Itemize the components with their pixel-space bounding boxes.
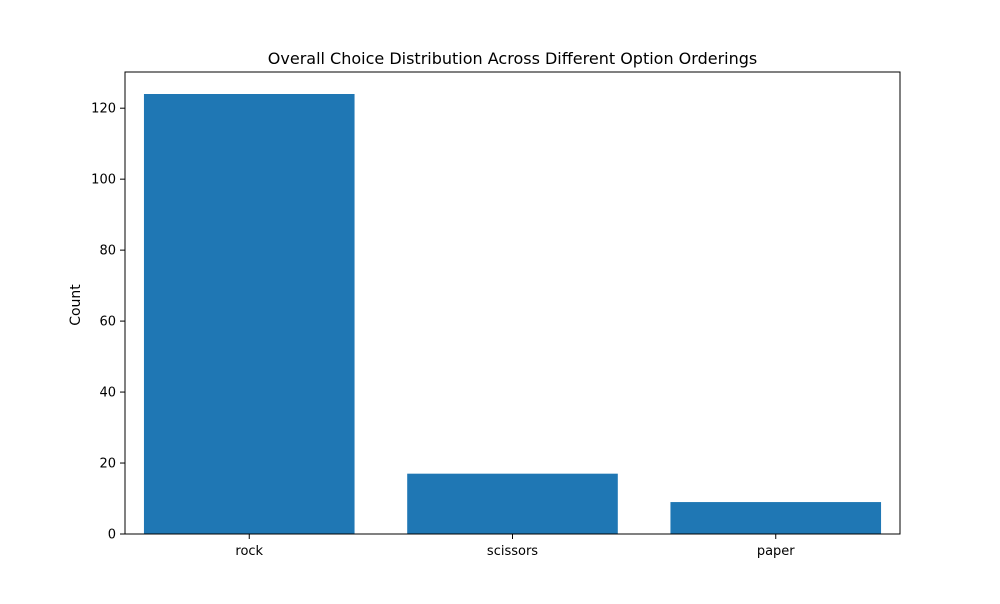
y-axis-label: Count bbox=[68, 284, 84, 326]
y-tick-label: 120 bbox=[91, 102, 116, 117]
y-axis: 0 20 40 60 80 100 120 bbox=[91, 102, 125, 543]
y-tick-label: 0 bbox=[108, 528, 116, 543]
bar-scissors bbox=[407, 473, 618, 534]
x-axis: rock scissors paper bbox=[235, 534, 795, 559]
x-tick-label-paper: paper bbox=[757, 544, 795, 559]
bars-group bbox=[143, 94, 882, 534]
y-tick-label: 100 bbox=[91, 173, 116, 188]
y-tick-label: 60 bbox=[99, 315, 116, 330]
y-tick-label: 20 bbox=[99, 457, 116, 472]
chart-title: Overall Choice Distribution Across Diffe… bbox=[268, 49, 757, 68]
bar-paper bbox=[670, 502, 882, 534]
plot-frame bbox=[124, 71, 901, 535]
bar-rock bbox=[143, 94, 355, 534]
y-tick-label: 40 bbox=[99, 386, 116, 401]
y-tick-label: 80 bbox=[99, 244, 116, 259]
x-tick-label-rock: rock bbox=[235, 544, 263, 559]
x-tick-label-scissors: scissors bbox=[487, 544, 538, 559]
